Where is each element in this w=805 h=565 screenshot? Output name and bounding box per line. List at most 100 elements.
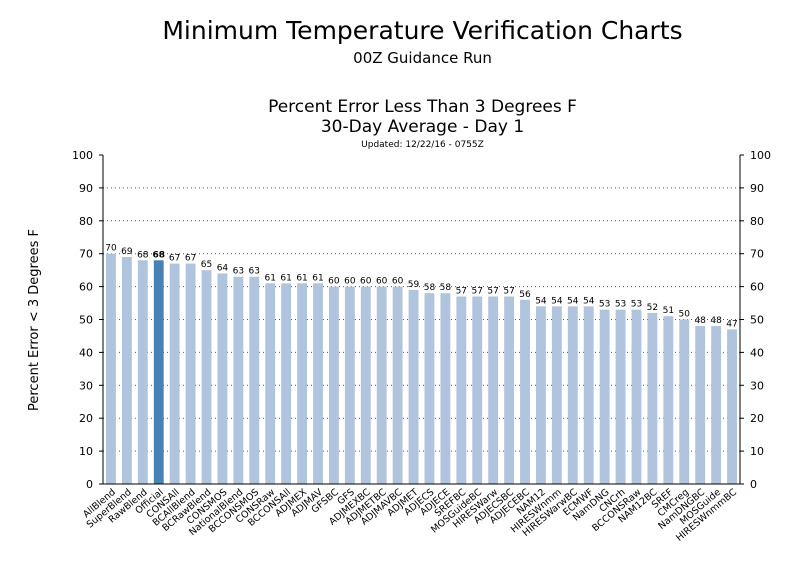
value-label: 57: [487, 286, 498, 296]
bar: [536, 306, 546, 484]
category-labels: AllBlendSuperBlendRawBlendOfficialCONSAl…: [81, 487, 739, 544]
value-label: 56: [519, 290, 531, 300]
value-label: 61: [280, 273, 291, 283]
bar: [727, 329, 737, 484]
value-label: 68: [137, 250, 149, 260]
bar: [217, 273, 228, 484]
y-tick-label: 60: [79, 281, 93, 294]
value-label: 60: [376, 277, 388, 287]
bar: [551, 306, 562, 484]
bar: [440, 293, 451, 484]
value-label: 54: [567, 296, 579, 306]
bar: [408, 289, 419, 484]
value-label: 60: [328, 277, 340, 287]
bar: [663, 316, 674, 484]
value-label: 61: [296, 273, 307, 283]
bar: [647, 312, 658, 484]
updated-timestamp: Updated: 12/22/16 - 0755Z: [361, 140, 484, 150]
y-tick-label: 40: [79, 346, 93, 359]
bar: [265, 283, 276, 484]
y-tick-label: 100: [750, 149, 771, 162]
y-tick-label: 100: [72, 149, 93, 162]
y-axis-label: Percent Error < 3 Degrees F: [27, 229, 42, 411]
y-tick-label: 70: [79, 248, 93, 261]
value-label: 57: [472, 286, 483, 296]
value-label: 48: [694, 316, 706, 326]
value-label: 53: [615, 300, 626, 310]
value-label: 69: [121, 247, 133, 257]
bar: [121, 256, 132, 484]
axes: [102, 155, 741, 485]
y-tick-label: 70: [750, 248, 764, 261]
bar: [201, 270, 212, 484]
value-label: 63: [249, 267, 260, 277]
bar: [313, 283, 323, 484]
bar: [185, 263, 196, 484]
chart-title: Percent Error Less Than 3 Degrees F: [268, 97, 577, 117]
value-label: 63: [233, 267, 244, 277]
value-label: 61: [312, 273, 323, 283]
value-label: 50: [679, 310, 691, 320]
bars: [106, 253, 737, 484]
bar: [376, 286, 387, 484]
y-tick-label: 0: [86, 478, 93, 491]
value-label: 70: [105, 244, 117, 254]
bar: [153, 260, 164, 484]
bar: [424, 293, 435, 484]
y-tick-label: 80: [79, 215, 93, 228]
y-tick-label: 50: [79, 314, 93, 327]
bar: [392, 286, 403, 484]
value-labels: 70 69 68 68 67 67 65 64 63 63 61 61 61 61 60 60 60 60 60 59…: [105, 244, 738, 330]
value-label: 60: [392, 277, 404, 287]
value-label: 65: [201, 260, 212, 270]
y-tick-label: 80: [750, 215, 764, 228]
bar: [297, 283, 307, 484]
y-tick-label: 40: [750, 346, 764, 359]
bar: [631, 309, 642, 484]
y-tick-label: 10: [79, 445, 93, 458]
bar: [520, 299, 530, 484]
value-label: 54: [583, 296, 595, 306]
bar: [504, 296, 515, 484]
bar: [328, 286, 339, 484]
value-label: 58: [440, 283, 452, 293]
y-tick-labels-right: 0 10 20 30 40 50 60 70 80 90 100: [750, 149, 771, 491]
page-subtitle: 00Z Guidance Run: [353, 49, 492, 67]
value-label: 59: [408, 280, 420, 290]
bar: [249, 276, 260, 484]
bar: [106, 253, 116, 484]
bar: [599, 309, 610, 484]
value-label: 57: [503, 286, 514, 296]
value-label: 61: [264, 273, 275, 283]
value-label: 58: [424, 283, 436, 293]
value-label: 52: [647, 303, 658, 313]
y-tick-label: 60: [750, 281, 764, 294]
value-label: 60: [360, 277, 372, 287]
value-label: 64: [217, 263, 229, 273]
value-label: 51: [663, 306, 674, 316]
value-label: 53: [631, 300, 642, 310]
grid-lines: [99, 154, 744, 485]
bar: [360, 286, 371, 484]
bar: [583, 306, 594, 484]
y-tick-labels-left: 0 10 20 30 40 50 60 70 80 90 100: [72, 149, 93, 491]
bar: [679, 319, 690, 484]
value-label: 60: [344, 277, 356, 287]
y-tick-label: 0: [750, 478, 757, 491]
bar: [281, 283, 292, 484]
bar: [472, 296, 483, 484]
bar: [615, 309, 626, 484]
y-tick-label: 30: [79, 379, 93, 392]
y-tick-label: 20: [750, 412, 764, 425]
value-label: 57: [456, 286, 467, 296]
value-label: 54: [535, 296, 547, 306]
bar: [567, 306, 578, 484]
y-tick-label: 90: [750, 182, 764, 195]
bar: [488, 296, 499, 484]
bar: [344, 286, 355, 484]
value-label: 47: [726, 319, 737, 329]
value-label: 54: [551, 296, 563, 306]
value-label: 68: [152, 250, 165, 260]
chart-subtitle: 30-Day Average - Day 1: [320, 117, 525, 137]
